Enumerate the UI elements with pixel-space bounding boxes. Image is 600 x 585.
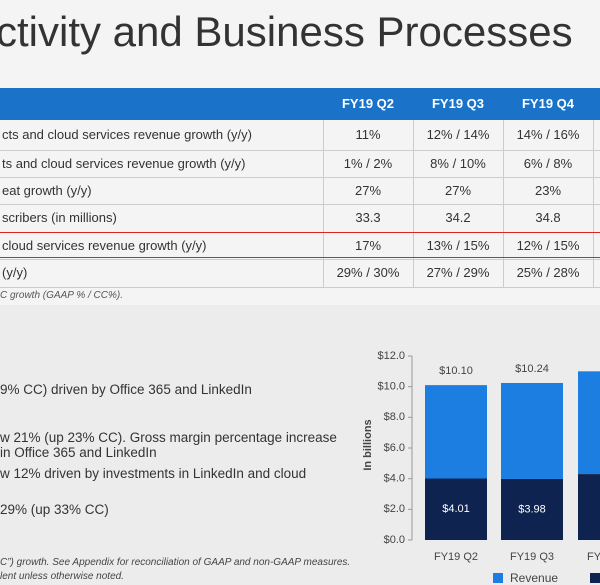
title: ctivity and Business Processes bbox=[0, 8, 573, 55]
table-cell: (y/y) bbox=[2, 265, 28, 280]
table-cell: 33.3 bbox=[355, 210, 381, 225]
table-cell: 11% bbox=[355, 127, 381, 142]
column-header: FY19 Q4 bbox=[521, 96, 575, 111]
table-cell: 34.8 bbox=[535, 210, 561, 225]
footnote: lent unless otherwise noted. bbox=[0, 571, 124, 582]
table-cell: ts and cloud services revenue growth (y/… bbox=[2, 156, 246, 171]
row-line bbox=[0, 150, 600, 151]
table-cell: 27% / 29% bbox=[426, 265, 490, 280]
table-footnote: C growth (GAAP % / CC%). bbox=[0, 290, 123, 301]
table-cell: scribers (in millions) bbox=[2, 210, 117, 225]
bar-segment bbox=[425, 385, 487, 479]
x-tick-label: FY19 Q3 bbox=[510, 551, 554, 563]
table-cell: 23% bbox=[534, 183, 562, 198]
highlight-box bbox=[0, 232, 600, 258]
bullet-text: 9% CC) driven by Office 365 and LinkedIn bbox=[0, 382, 252, 397]
y-tick-label: $12.0 bbox=[377, 350, 405, 362]
table-cell: 1% / 2% bbox=[343, 156, 393, 171]
footnote: C”) growth. See Appendix for reconciliat… bbox=[0, 557, 351, 568]
legend-swatch bbox=[493, 573, 503, 583]
column-line bbox=[503, 120, 504, 287]
table-cell: 12% / 14% bbox=[426, 127, 490, 142]
column-line bbox=[593, 120, 594, 287]
total-label: $10.10 bbox=[439, 365, 473, 377]
column-line bbox=[413, 120, 414, 287]
bullet-text: w 12% driven by investments in LinkedIn … bbox=[0, 466, 307, 481]
table-cell: 34.2 bbox=[445, 210, 471, 225]
table-header bbox=[0, 88, 600, 120]
column-line bbox=[323, 120, 324, 287]
row-line bbox=[0, 287, 600, 288]
bar-value-label: $4.01 bbox=[442, 503, 470, 515]
row-line bbox=[0, 204, 600, 205]
table-cell: 29% / 30% bbox=[336, 265, 400, 280]
total-label: $10.24 bbox=[515, 363, 549, 375]
table-cell: 13% / 15% bbox=[426, 238, 490, 253]
table-cell: 8% / 10% bbox=[430, 156, 486, 171]
column-header: FY19 Q3 bbox=[431, 96, 485, 111]
bullet-text: in Office 365 and LinkedIn bbox=[0, 445, 157, 460]
y-axis-label: In billions bbox=[362, 419, 374, 470]
x-tick-label: FY19 Q2 bbox=[434, 551, 478, 563]
row-line bbox=[0, 177, 600, 178]
bar-segment bbox=[501, 382, 563, 479]
row-line bbox=[0, 259, 600, 260]
column-header: FY19 Q2 bbox=[341, 96, 395, 111]
table-cell: eat growth (y/y) bbox=[2, 183, 92, 198]
table-cell: 14% / 16% bbox=[516, 127, 580, 142]
lower-panel bbox=[0, 305, 600, 585]
table-cell: cts and cloud services revenue growth (y… bbox=[2, 127, 252, 142]
bar-segment bbox=[501, 478, 563, 540]
table-cell: 27% bbox=[444, 183, 472, 198]
y-tick-label: $4.0 bbox=[384, 473, 405, 485]
bar-segment bbox=[578, 371, 600, 475]
x-tick-label: FY19 Q4 bbox=[587, 551, 600, 563]
legend-label: Revenue bbox=[510, 571, 558, 585]
y-tick-label: $0.0 bbox=[384, 534, 405, 546]
y-tick-label: $8.0 bbox=[384, 411, 405, 423]
bar-segment bbox=[425, 478, 487, 540]
table-cell: 17% bbox=[354, 238, 382, 253]
y-tick-label: $10.0 bbox=[377, 381, 405, 393]
table-cell: cloud services revenue growth (y/y) bbox=[2, 238, 207, 253]
y-tick-label: $2.0 bbox=[384, 503, 405, 515]
bar-value-label: $3.98 bbox=[518, 503, 546, 515]
table-cell: 12% / 15% bbox=[516, 238, 580, 253]
y-tick-label: $6.0 bbox=[384, 442, 405, 454]
table-cell: 25% / 28% bbox=[516, 265, 580, 280]
upper-panel bbox=[0, 0, 600, 305]
bullet-text: w 21% (up 23% CC). Gross margin percenta… bbox=[0, 430, 337, 445]
table-cell: 6% / 8% bbox=[523, 156, 573, 171]
bar-segment bbox=[578, 474, 600, 540]
table-cell: 27% bbox=[354, 183, 382, 198]
legend-swatch bbox=[590, 573, 600, 583]
bullet-text: 29% (up 33% CC) bbox=[0, 502, 109, 517]
